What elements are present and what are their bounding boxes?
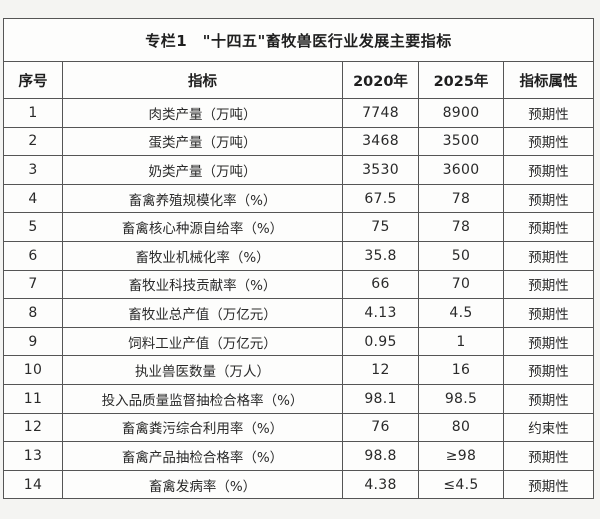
cell-index: 12 <box>3 412 63 443</box>
cell-2020: 35.8 <box>342 240 419 271</box>
cell-indicator: 畜禽粪污综合利用率（%） <box>62 412 343 443</box>
cell-2025: 3500 <box>418 126 504 157</box>
cell-2020: 98.8 <box>342 441 419 471</box>
table-row: 14 畜禽发病率（%） 4.38 ≤4.5 预期性 <box>3 469 595 500</box>
table-row: 2 蛋类产量（万吨） 3468 3500 预期性 <box>3 126 595 157</box>
cell-attribute: 预期性 <box>502 155 595 185</box>
cell-attribute: 预期性 <box>502 212 595 242</box>
col-header-indicator: 指标 <box>62 61 343 99</box>
cell-index: 13 <box>3 441 63 471</box>
cell-2020: 12 <box>342 355 419 385</box>
cell-index: 6 <box>3 240 63 271</box>
cell-2025: 78 <box>418 183 504 214</box>
cell-2020: 66 <box>342 269 419 300</box>
table-row: 9 饲料工业产值（万亿元） 0.95 1 预期性 <box>3 326 595 357</box>
table-row: 13 畜禽产品抽检合格率（%） 98.8 ≥98 预期性 <box>3 441 595 471</box>
cell-index: 11 <box>3 383 63 414</box>
cell-index: 5 <box>3 212 63 242</box>
col-header-attribute: 指标属性 <box>502 61 595 99</box>
cell-indicator: 执业兽医数量（万人） <box>62 355 343 385</box>
table-row: 11 投入品质量监督抽检合格率（%） 98.1 98.5 预期性 <box>3 383 595 414</box>
cell-index: 14 <box>3 469 63 500</box>
table-title-row: 专栏1 "十四五"畜牧兽医行业发展主要指标 <box>2 18 595 62</box>
cell-2020: 4.13 <box>342 298 419 328</box>
cell-attribute: 预期性 <box>502 326 595 357</box>
cell-2025: 80 <box>418 412 504 443</box>
cell-2020: 0.95 <box>342 326 419 357</box>
cell-index: 8 <box>3 298 63 328</box>
cell-indicator: 畜禽发病率（%） <box>62 469 343 500</box>
cell-2020: 3530 <box>342 155 419 185</box>
cell-2020: 76 <box>342 412 419 443</box>
cell-index: 7 <box>3 269 63 300</box>
cell-2025: 16 <box>418 355 504 385</box>
table-row: 4 畜禽养殖规模化率（%） 67.5 78 预期性 <box>3 183 595 214</box>
table-row: 8 畜牧业总产值（万亿元） 4.13 4.5 预期性 <box>3 298 595 328</box>
cell-indicator: 奶类产量（万吨） <box>62 155 343 185</box>
cell-2025: 50 <box>418 240 504 271</box>
cell-2020: 7748 <box>342 98 419 128</box>
cell-indicator: 畜禽产品抽检合格率（%） <box>62 441 343 471</box>
cell-index: 2 <box>3 126 63 157</box>
table-row: 10 执业兽医数量（万人） 12 16 预期性 <box>3 355 595 385</box>
cell-2020: 98.1 <box>342 383 419 414</box>
cell-indicator: 饲料工业产值（万亿元） <box>62 326 343 357</box>
col-header-2025: 2025年 <box>418 61 504 99</box>
table-row: 3 奶类产量（万吨） 3530 3600 预期性 <box>3 155 595 185</box>
cell-indicator: 肉类产量（万吨） <box>62 98 343 128</box>
table-body: 1 肉类产量（万吨） 7748 8900 预期性 2 蛋类产量（万吨） 3468 3500 预期性… <box>3 98 595 500</box>
cell-attribute: 预期性 <box>502 469 595 500</box>
cell-attribute: 预期性 <box>502 126 595 157</box>
cell-2025: 1 <box>418 326 504 357</box>
cell-indicator: 畜牧业科技贡献率（%） <box>62 269 343 300</box>
table-row: 6 畜牧业机械化率（%） 35.8 50 预期性 <box>3 240 595 271</box>
col-header-index: 序号 <box>3 61 63 99</box>
table-title: 专栏1 "十四五"畜牧兽医行业发展主要指标 <box>2 18 595 62</box>
cell-attribute: 预期性 <box>502 183 595 214</box>
cell-index: 1 <box>3 98 63 128</box>
table-row: 5 畜禽核心种源自给率（%） 75 78 预期性 <box>3 212 595 242</box>
cell-attribute: 预期性 <box>502 383 595 414</box>
cell-2025: 4.5 <box>418 298 504 328</box>
cell-attribute: 预期性 <box>502 98 595 128</box>
cell-indicator: 畜牧业总产值（万亿元） <box>62 298 343 328</box>
cell-2020: 67.5 <box>342 183 419 214</box>
col-header-2020: 2020年 <box>342 61 419 99</box>
cell-attribute: 预期性 <box>502 441 595 471</box>
table-row: 12 畜禽粪污综合利用率（%） 76 80 约束性 <box>3 412 595 443</box>
table-row: 1 肉类产量（万吨） 7748 8900 预期性 <box>3 98 595 128</box>
cell-indicator: 蛋类产量（万吨） <box>62 126 343 157</box>
table-header-row: 序号 指标 2020年 2025年 指标属性 <box>3 61 595 99</box>
cell-2025: 98.5 <box>418 383 504 414</box>
table-row: 7 畜牧业科技贡献率（%） 66 70 预期性 <box>3 269 595 300</box>
indicators-table: 专栏1 "十四五"畜牧兽医行业发展主要指标 序号 指标 2020年 2025年 … <box>2 18 595 500</box>
cell-attribute: 预期性 <box>502 298 595 328</box>
cell-index: 10 <box>3 355 63 385</box>
cell-attribute: 预期性 <box>502 269 595 300</box>
cell-indicator: 畜禽核心种源自给率（%） <box>62 212 343 242</box>
cell-2025: 70 <box>418 269 504 300</box>
cell-2025: ≤4.5 <box>418 469 504 500</box>
cell-indicator: 畜禽养殖规模化率（%） <box>62 183 343 214</box>
cell-2020: 3468 <box>342 126 419 157</box>
cell-2025: 3600 <box>418 155 504 185</box>
cell-attribute: 预期性 <box>502 355 595 385</box>
cell-2025: 78 <box>418 212 504 242</box>
cell-index: 4 <box>3 183 63 214</box>
cell-2025: ≥98 <box>418 441 504 471</box>
cell-index: 9 <box>3 326 63 357</box>
cell-indicator: 畜牧业机械化率（%） <box>62 240 343 271</box>
cell-2025: 8900 <box>418 98 504 128</box>
cell-attribute: 约束性 <box>502 412 595 443</box>
cell-indicator: 投入品质量监督抽检合格率（%） <box>62 383 343 414</box>
cell-index: 3 <box>3 155 63 185</box>
cell-2020: 4.38 <box>342 469 419 500</box>
cell-2020: 75 <box>342 212 419 242</box>
cell-attribute: 预期性 <box>502 240 595 271</box>
